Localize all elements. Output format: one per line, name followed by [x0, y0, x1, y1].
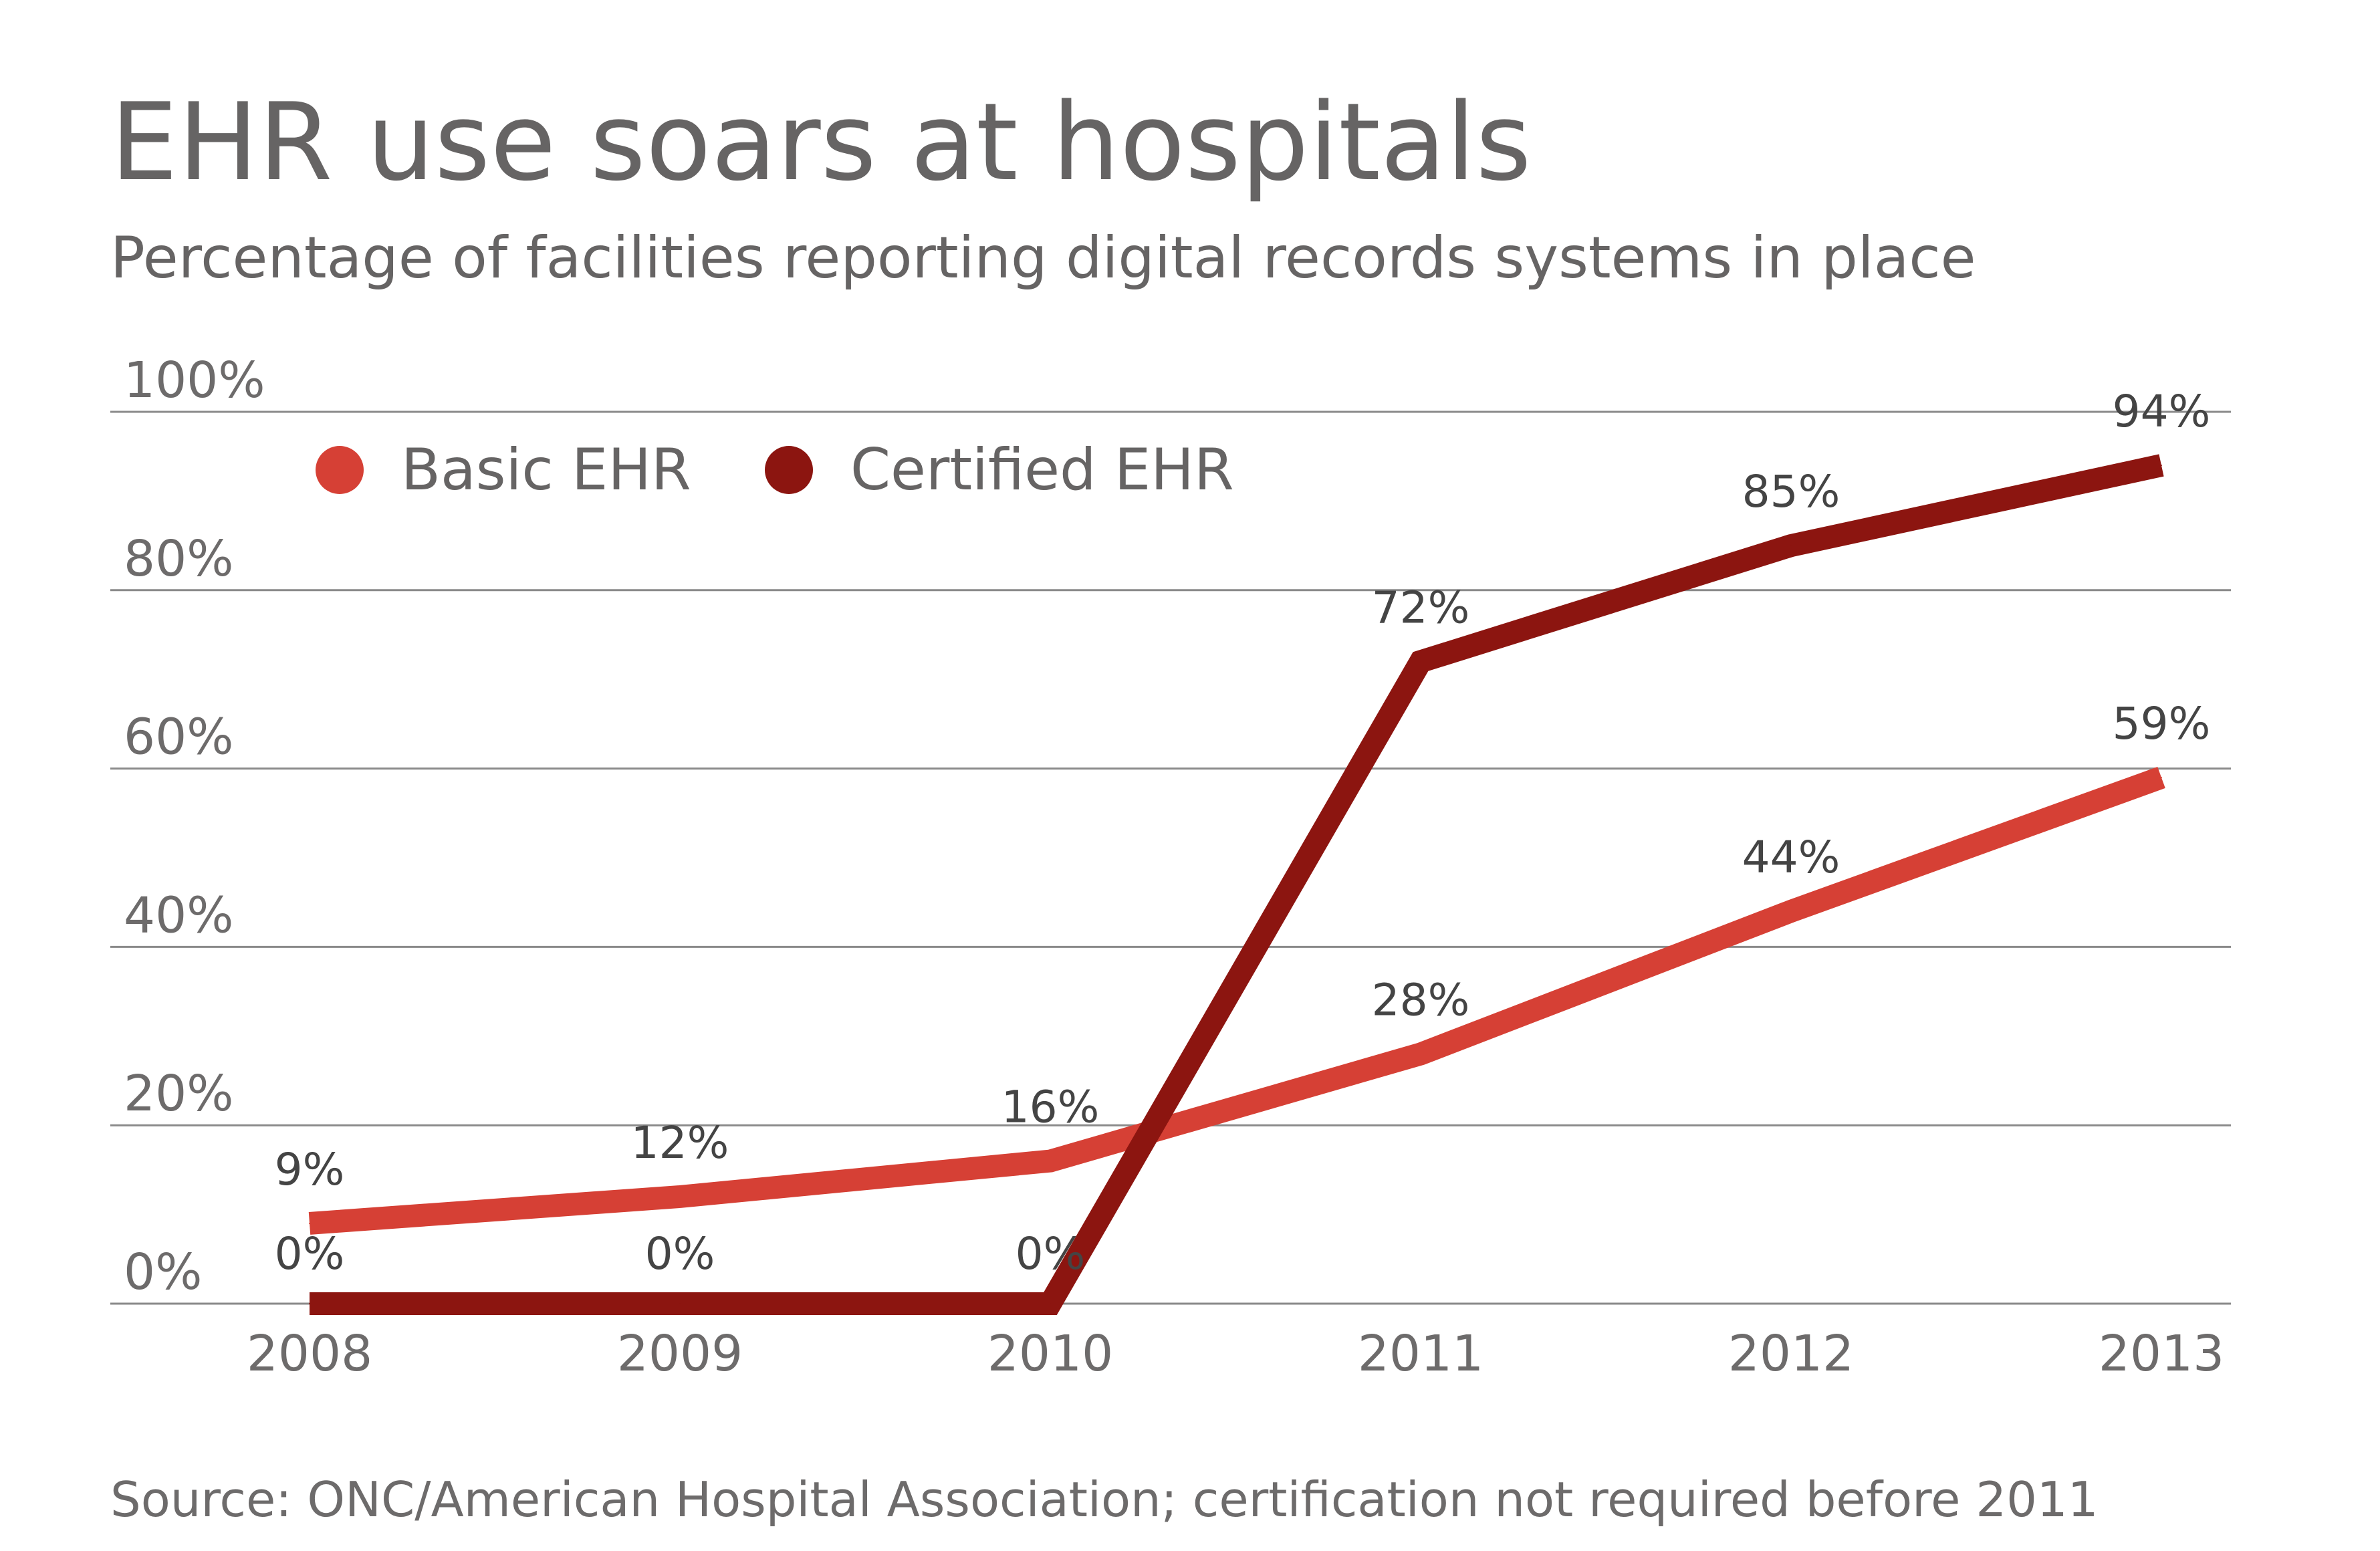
chart-subtitle: Percentage of facilities reporting digit…: [110, 225, 1976, 291]
x-tick-label: 2013: [2099, 1325, 2224, 1383]
legend-label-certified-ehr: Certified EHR: [850, 437, 1234, 503]
y-tick-label: 80%: [124, 530, 233, 588]
data-label: 28%: [1372, 974, 1470, 1026]
data-point: [1050, 1160, 1051, 1162]
y-tick-label: 0%: [124, 1243, 202, 1301]
x-tick-label: 2012: [1728, 1325, 1854, 1383]
data-point: [1420, 661, 1421, 663]
y-tick-label: 60%: [124, 709, 233, 766]
series-line-certified-ehr: [310, 454, 2164, 1315]
x-tick-label: 2011: [1358, 1325, 1483, 1383]
data-point: [1790, 545, 1792, 547]
data-label: 16%: [1001, 1082, 1100, 1133]
data-label: 0%: [1016, 1228, 1086, 1280]
source-note: Source: ONC/American Hospital Associatio…: [110, 1471, 2099, 1528]
data-label: 85%: [1742, 466, 1840, 517]
data-point: [1050, 1303, 1051, 1304]
data-label: 0%: [275, 1228, 345, 1280]
x-tick-label: 2008: [247, 1325, 372, 1383]
data-label: 12%: [631, 1117, 729, 1169]
y-tick-label: 40%: [124, 886, 233, 944]
x-tick-label: 2010: [987, 1325, 1113, 1383]
data-label: 0%: [645, 1228, 715, 1280]
data-point: [1420, 1053, 1421, 1055]
data-point: [2161, 465, 2162, 467]
data-point: [309, 1303, 310, 1304]
data-label: 94%: [2113, 386, 2211, 437]
data-label: 9%: [275, 1144, 345, 1195]
data-label: 72%: [1372, 582, 1470, 634]
legend-marker-certified-ehr: [765, 446, 813, 494]
chart-title: EHR use soars at hospitals: [110, 80, 1532, 205]
data-label: 59%: [2113, 698, 2211, 749]
y-tick-label: 100%: [124, 352, 265, 409]
data-point: [309, 1222, 310, 1224]
x-tick-label: 2009: [617, 1325, 743, 1383]
data-point: [1790, 911, 1792, 913]
legend-label-basic-ehr: Basic EHR: [401, 437, 691, 503]
series-line-basic-ehr: [308, 766, 2165, 1235]
legend-marker-basic-ehr: [316, 446, 364, 494]
data-label: 44%: [1742, 832, 1840, 883]
legend: Basic EHR Certified EHR: [316, 437, 1234, 503]
data-point: [2161, 776, 2162, 778]
data-point: [679, 1303, 681, 1304]
data-point: [679, 1195, 681, 1197]
y-tick-label: 20%: [124, 1065, 233, 1122]
